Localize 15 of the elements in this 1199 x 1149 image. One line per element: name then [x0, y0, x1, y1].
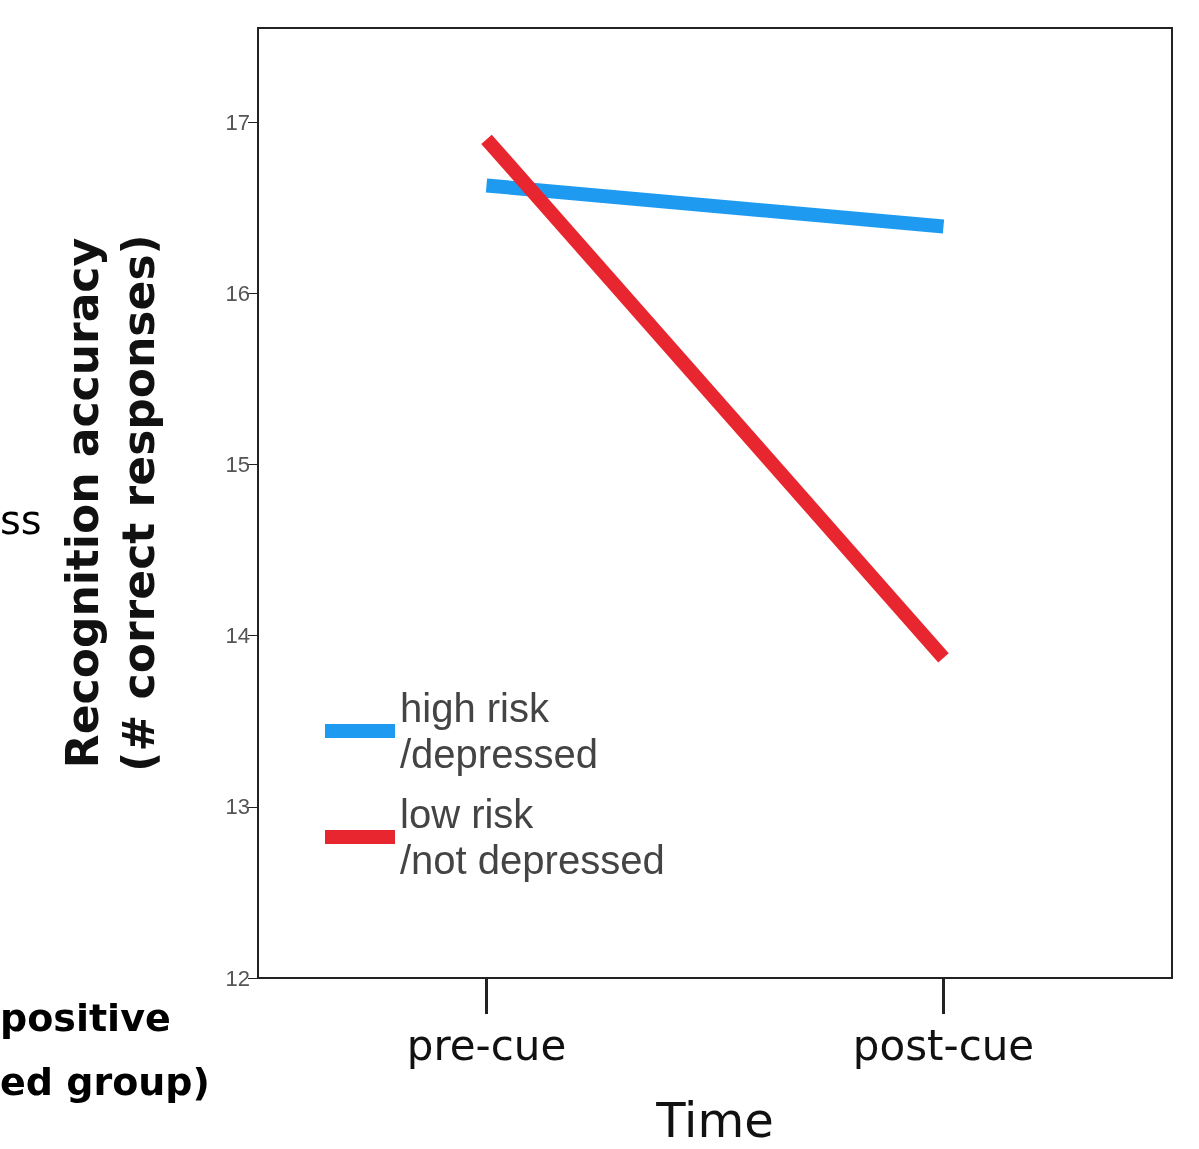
y-tick-label: 13 — [225, 794, 250, 820]
legend-label: high risk /depressed — [400, 686, 598, 776]
text: ed group) — [0, 1060, 210, 1104]
legend-label: low risk /not depressed — [400, 792, 665, 882]
y-tick-label: 17 — [225, 109, 250, 135]
y-axis-title: Recognition accuracy (# correct responses) — [56, 234, 164, 772]
text: ss — [0, 497, 42, 543]
y-tick-label: 16 — [225, 280, 250, 306]
y-tick-label: 15 — [225, 451, 250, 477]
y-tick-label: 12 — [225, 965, 250, 991]
x-tick-label: post-cue — [852, 1020, 1035, 1070]
y-tick-label: 14 — [225, 623, 250, 649]
text: positive — [0, 996, 171, 1040]
x-tick-label: pre-cue — [406, 1020, 567, 1070]
x-axis-title: Time — [655, 1092, 774, 1148]
